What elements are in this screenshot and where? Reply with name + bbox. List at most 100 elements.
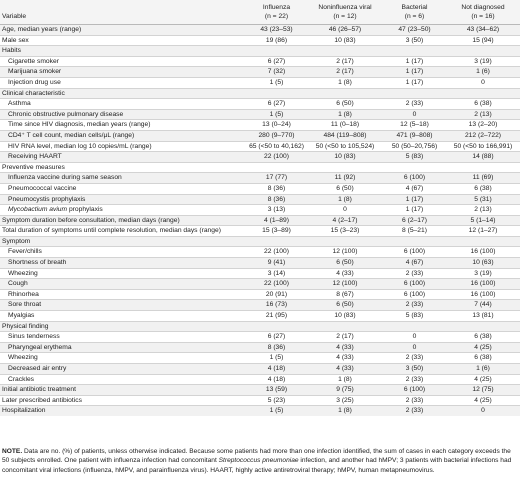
cell-value: 471 (9–808)	[383, 129, 446, 142]
cell-value: 11 (92)	[307, 172, 383, 184]
cell-value: 4 (67)	[383, 257, 446, 269]
row-label: Marijuana smoker	[0, 66, 246, 78]
cell-value: 8 (5–21)	[383, 225, 446, 237]
cell-value: 4 (33)	[307, 352, 383, 364]
column-n: (n = 22)	[264, 13, 289, 20]
cell-value: 6 (2–17)	[383, 214, 446, 226]
cell-value: 1 (8)	[307, 108, 383, 120]
cell-value: 13 (2–20)	[446, 119, 520, 131]
cell-value: 10 (83)	[307, 151, 383, 163]
note-italic: Streptococcus pneumoniae	[218, 457, 299, 465]
cell-value: 2 (13)	[446, 204, 520, 216]
row-label: Asthma	[0, 98, 246, 110]
cell-value: 19 (86)	[246, 34, 307, 46]
cell-value: 4 (25)	[446, 373, 520, 385]
table-row: Sore throat 16 (73) 6 (50) 2 (33) 7 (44)	[0, 299, 520, 311]
row-label: Chronic obstructive pulmonary disease	[0, 108, 246, 120]
cell-value: 6 (38)	[446, 182, 520, 194]
cell-value: 2 (33)	[383, 299, 446, 311]
cell-value: 4 (2–17)	[307, 214, 383, 226]
cell-value: 12 (100)	[307, 278, 383, 290]
column-n: (n = 6)	[404, 13, 425, 20]
cell-value: 13 (81)	[446, 310, 520, 322]
row-label: Pneumocystis prophylaxis	[0, 193, 246, 205]
cell-value: 3 (19)	[446, 55, 520, 67]
cell-value: 17 (77)	[246, 172, 307, 184]
row-label: Receiving HAART	[0, 151, 246, 163]
row-label: Influenza vaccine during same season	[0, 172, 246, 184]
cell-value: 1 (17)	[383, 193, 446, 205]
row-label: Later prescribed antibiotics	[0, 394, 246, 406]
cell-value: 16 (100)	[446, 288, 520, 300]
cell-value: 6 (100)	[383, 288, 446, 300]
table-section-row: Preventive measures	[0, 161, 520, 173]
cell-value: 2 (33)	[383, 267, 446, 279]
row-label: Cough	[0, 278, 246, 290]
row-label: HIV RNA level, median log 10 copies/mL (…	[0, 140, 246, 152]
cell-value: 2 (17)	[307, 331, 383, 343]
column-header: Noninfluenza viral (n = 12)	[307, 0, 383, 25]
row-label-rest: prophylaxis	[67, 206, 103, 214]
cell-value: 1 (8)	[307, 405, 383, 416]
cell-value: 1 (5)	[246, 405, 307, 416]
cell-value: 4 (33)	[307, 341, 383, 353]
row-label: Wheezing	[0, 352, 246, 364]
cell-value: 4 (33)	[307, 267, 383, 279]
cell-value: 2 (33)	[383, 373, 446, 385]
column-header-variable: Variable	[0, 0, 246, 25]
cell-value: 6 (38)	[446, 352, 520, 364]
cell-value: 1 (5)	[246, 352, 307, 364]
cell-value: 1 (17)	[383, 76, 446, 89]
cell-value	[383, 235, 446, 247]
cell-value	[383, 320, 446, 332]
column-header: Bacterial (n = 6)	[383, 0, 446, 25]
row-label: Symptom duration before consultation, me…	[0, 214, 246, 226]
cell-value: 9 (41)	[246, 257, 307, 269]
cell-value: 6 (50)	[307, 257, 383, 269]
cell-value: 4 (67)	[383, 182, 446, 194]
cell-value	[246, 320, 307, 332]
cell-value	[246, 161, 307, 173]
cell-value: 50 (<50 to 166,991)	[446, 140, 520, 152]
cell-value: 3 (19)	[446, 267, 520, 279]
table-row: Marijuana smoker 7 (32) 2 (17) 1 (17) 1 (6)	[0, 66, 520, 78]
row-label: Myalgias	[0, 310, 246, 322]
table-row: CD4⁺ T cell count, median cells/μL (rang…	[0, 129, 520, 142]
cell-value: 65 (<50 to 40,162)	[246, 140, 307, 152]
cell-value: 43 (23–53)	[246, 24, 307, 36]
cell-value: 47 (23–50)	[383, 24, 446, 36]
table-section-row: Physical finding	[0, 320, 520, 332]
cell-value: 15 (94)	[446, 34, 520, 46]
cell-value: 2 (17)	[307, 55, 383, 67]
cell-value: 5 (1–14)	[446, 214, 520, 226]
cell-value: 22 (100)	[246, 246, 307, 258]
cell-value: 6 (50)	[307, 98, 383, 110]
row-label-italic: Mycobactium avium	[8, 206, 68, 214]
cell-value: 8 (67)	[307, 288, 383, 300]
table-row: Decreased air entry 4 (18) 4 (33) 3 (50) 1 (…	[0, 363, 520, 375]
column-name: Bacterial	[401, 4, 428, 11]
row-label: Fever/chills	[0, 246, 246, 258]
table-row: Later prescribed antibiotics 5 (23) 3 (25)…	[0, 394, 520, 406]
cell-value	[446, 320, 520, 332]
cell-value	[446, 235, 520, 247]
cell-value	[246, 235, 307, 247]
cell-value: 6 (38)	[446, 331, 520, 343]
row-label: Injection drug use	[0, 76, 246, 89]
cell-value	[307, 235, 383, 247]
cell-value: 2 (33)	[383, 352, 446, 364]
cell-value: 1 (5)	[246, 76, 307, 89]
table-row: Myalgias 21 (95) 10 (83) 5 (83) 13 (81)	[0, 310, 520, 322]
cell-value: 1 (6)	[446, 66, 520, 78]
cell-value: 212 (2–722)	[446, 129, 520, 142]
cell-value: 7 (32)	[246, 66, 307, 78]
cell-value: 16 (100)	[446, 278, 520, 290]
cell-value	[446, 45, 520, 57]
table-section-row: Clinical characteristic	[0, 87, 520, 99]
cell-value	[307, 320, 383, 332]
column-name: Influenza	[262, 4, 291, 11]
cell-value: 13 (59)	[246, 384, 307, 396]
table-row: Wheezing 3 (14) 4 (33) 2 (33) 3 (19)	[0, 267, 520, 279]
cell-value: 16 (73)	[246, 299, 307, 311]
row-label: Hospitalization	[0, 405, 246, 416]
